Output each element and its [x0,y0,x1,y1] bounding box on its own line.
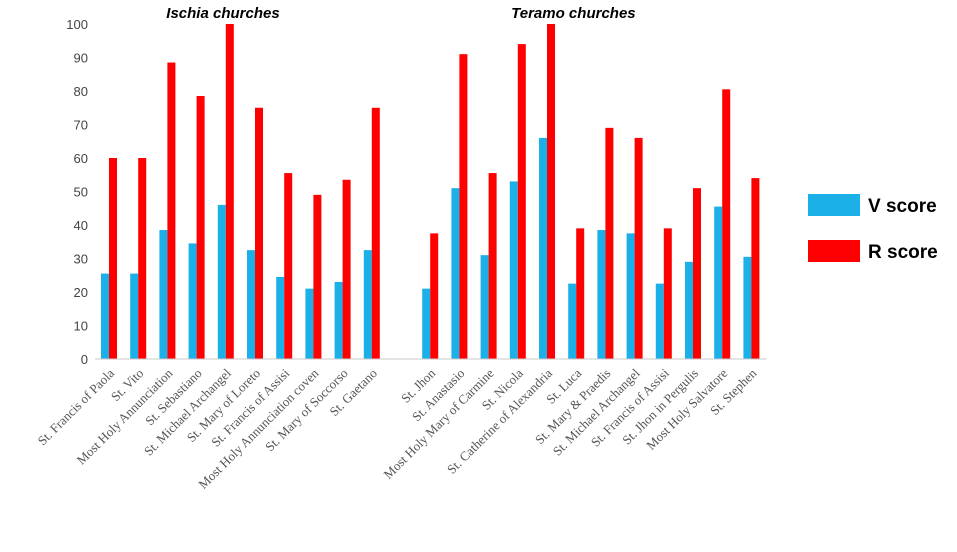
bar-v-score [714,206,723,359]
bar-v-score [276,276,285,359]
y-tick-label: 60 [74,151,88,166]
bar-r-score [722,89,731,359]
bar-v-score [130,273,139,359]
legend-label-v-score: V score [868,196,937,217]
bar-v-score [363,250,372,359]
bar-v-score [743,256,752,359]
bar-v-score [247,250,255,359]
y-tick-label: 0 [81,352,88,367]
bar-r-score [488,173,497,359]
bar-v-score [480,255,489,359]
bar-r-score [517,44,526,359]
bar-r-score [167,62,176,360]
legend-label-r-score: R score [868,242,938,263]
bar-r-score [284,173,293,359]
bar-r-score [225,24,234,359]
y-tick-label: 100 [66,17,88,32]
bar-v-score [626,233,635,359]
bar-r-score [547,24,555,359]
bar-r-score [138,158,147,359]
legend: V score R score [808,194,938,263]
bar-r-score [693,188,701,359]
bar-r-score [371,107,380,359]
bar-r-score [196,96,205,360]
bar-v-score [188,243,197,359]
bar-v-score [655,283,664,359]
bar-r-score [313,194,322,359]
bar-r-score [459,54,468,360]
y-tick-label: 40 [74,218,88,233]
group-title-ischia: Ischia churches [166,5,279,22]
bar-v-score [159,230,168,359]
legend-swatch-r-score [808,240,860,262]
y-tick-label: 10 [74,319,88,334]
bar-r-score [751,178,760,359]
y-axis-ticks: 0 10 20 30 40 50 60 70 80 90 100 [66,17,88,367]
bars [101,24,760,360]
bar-v-score [597,230,606,359]
y-tick-label: 20 [74,285,88,300]
y-tick-label: 30 [74,252,88,267]
bar-r-score [576,228,585,359]
bar-v-score [685,261,693,359]
bar-r-score [663,228,672,359]
bar-v-score [334,281,343,359]
bar-v-score [451,188,460,359]
bar-r-score [430,233,439,359]
bar-r-score [255,107,263,359]
bar-v-score [422,288,431,359]
bar-r-score [109,158,117,359]
bar-v-score [305,288,314,359]
y-tick-label: 90 [74,51,88,66]
y-tick-label: 50 [74,185,88,200]
bar-r-score [605,127,614,359]
y-tick-label: 70 [74,118,88,133]
bar-r-score [342,179,351,359]
bar-v-score [217,204,226,359]
bar-r-score [634,137,643,359]
bar-v-score [101,273,109,359]
bar-v-score [539,137,547,359]
legend-swatch-v-score [808,194,860,216]
y-tick-label: 80 [74,84,88,99]
bar-v-score [509,181,518,359]
group-title-teramo: Teramo churches [511,5,636,22]
bar-v-score [568,283,577,359]
